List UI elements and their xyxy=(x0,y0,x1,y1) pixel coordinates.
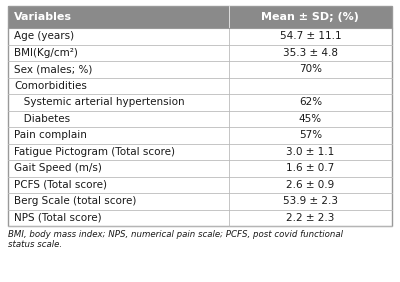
Text: Mean ± SD; (%): Mean ± SD; (%) xyxy=(262,12,359,22)
Text: Fatigue Pictogram (Total score): Fatigue Pictogram (Total score) xyxy=(14,147,175,157)
Text: 62%: 62% xyxy=(299,97,322,107)
Text: 1.6 ± 0.7: 1.6 ± 0.7 xyxy=(286,163,334,173)
Bar xyxy=(8,111,392,127)
Text: NPS (Total score): NPS (Total score) xyxy=(14,213,102,223)
Text: Variables: Variables xyxy=(14,12,72,22)
Text: Age (years): Age (years) xyxy=(14,31,74,41)
Bar xyxy=(8,210,392,226)
Text: Berg Scale (total score): Berg Scale (total score) xyxy=(14,196,136,206)
Text: 45%: 45% xyxy=(299,114,322,124)
Text: 70%: 70% xyxy=(299,64,322,74)
Bar xyxy=(8,28,392,45)
Text: 35.3 ± 4.8: 35.3 ± 4.8 xyxy=(283,48,338,58)
Bar xyxy=(8,144,392,160)
Text: Diabetes: Diabetes xyxy=(14,114,70,124)
Bar xyxy=(8,45,392,61)
Bar xyxy=(8,94,392,111)
Text: Sex (males; %): Sex (males; %) xyxy=(14,64,92,74)
Text: PCFS (Total score): PCFS (Total score) xyxy=(14,180,107,190)
Bar xyxy=(8,127,392,144)
Text: 2.6 ± 0.9: 2.6 ± 0.9 xyxy=(286,180,334,190)
Text: 54.7 ± 11.1: 54.7 ± 11.1 xyxy=(280,31,341,41)
Text: 53.9 ± 2.3: 53.9 ± 2.3 xyxy=(283,196,338,206)
Text: BMI, body mass index; NPS, numerical pain scale; PCFS, post covid functional
sta: BMI, body mass index; NPS, numerical pai… xyxy=(8,230,343,249)
Text: 3.0 ± 1.1: 3.0 ± 1.1 xyxy=(286,147,334,157)
Bar xyxy=(8,160,392,177)
Bar xyxy=(8,6,392,226)
Bar xyxy=(8,61,392,78)
Text: BMI(Kg/cm²): BMI(Kg/cm²) xyxy=(14,48,78,58)
Bar xyxy=(8,193,392,210)
Text: Pain complain: Pain complain xyxy=(14,130,87,140)
Bar xyxy=(8,177,392,193)
Text: 2.2 ± 2.3: 2.2 ± 2.3 xyxy=(286,213,334,223)
Text: Comorbidities: Comorbidities xyxy=(14,81,87,91)
Text: Gait Speed (m/s): Gait Speed (m/s) xyxy=(14,163,102,173)
Text: 57%: 57% xyxy=(299,130,322,140)
Text: Systemic arterial hypertension: Systemic arterial hypertension xyxy=(14,97,185,107)
Bar xyxy=(8,78,392,94)
Bar xyxy=(8,6,392,28)
